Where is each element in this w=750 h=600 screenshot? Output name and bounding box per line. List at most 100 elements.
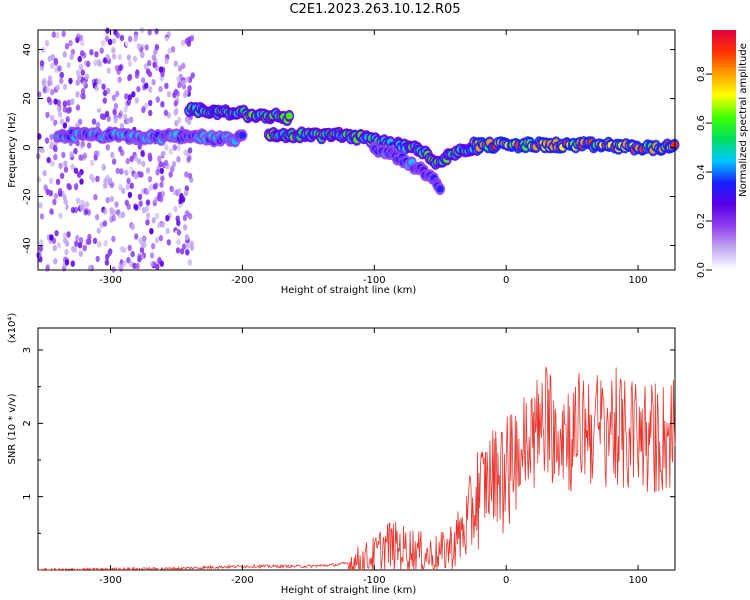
heatmap-cell [112,108,117,116]
heatmap-cell [45,111,50,119]
heatmap-cell [50,114,55,122]
heatmap-cell [53,192,59,200]
heatmap-cell [114,201,119,208]
heatmap-cell [111,215,117,222]
heatmap-cell [63,198,68,206]
heatmap-cell [110,151,115,159]
heatmap-cell [147,59,152,67]
heatmap-cell [149,228,154,235]
heatmap-cell [53,153,58,161]
heatmap-cell [118,263,123,270]
heatmap-cell [38,202,43,209]
heatmap-cell [50,160,55,167]
heatmap-cell [126,203,131,210]
heatmap-cell [64,248,69,256]
heatmap-cell [152,61,157,68]
heatmap-cell [58,212,63,219]
heatmap-cell [128,260,134,267]
heatmap-cell [165,215,170,222]
heatmap-cell [190,72,195,79]
spectrogram-x-label: Height of straight line (km) [281,285,417,296]
heatmap-cell [39,213,45,220]
heatmap-cell [127,74,132,82]
heatmap-cell [125,183,130,191]
heatmap-cell [123,106,128,113]
heatmap-cell [126,54,132,61]
heatmap-cell [158,66,164,73]
heatmap-cell [86,60,91,68]
heatmap-cell [57,65,62,72]
heatmap-cell [151,54,157,61]
heatmap-cell [147,70,153,78]
heatmap-cell [144,102,149,110]
heatmap-cell [168,148,173,155]
colorbar-tick-label: 0.2 [696,213,707,229]
heatmap-cell [142,235,147,242]
heatmap-cell [154,212,160,220]
heatmap-cell [119,237,124,244]
heatmap-cell [157,155,162,162]
heatmap-cell [145,188,150,195]
heatmap-cell [86,142,92,149]
heatmap-cell [66,61,71,69]
heatmap-cell [58,162,63,169]
heatmap-cell [164,82,169,90]
heatmap-cell [67,106,72,114]
heatmap-cell [170,46,176,53]
heatmap-cell [78,154,83,161]
heatmap-cell [62,106,68,113]
heatmap-cell [125,157,130,165]
heatmap-cell [151,242,156,250]
heatmap-cell [182,214,188,222]
heatmap-cell [94,213,100,221]
snr-y-label: SNR (10 * v/v) [7,393,18,464]
heatmap-cell [147,176,153,183]
heatmap-cell [174,108,179,115]
heatmap-cell [49,234,54,241]
heatmap-cell [74,182,79,190]
heatmap-cell [52,244,57,252]
heatmap-cell [176,219,181,227]
heatmap-cell [48,190,53,197]
heatmap-cell [177,188,182,195]
heatmap-cell [68,39,73,47]
heatmap-cell [140,151,145,158]
heatmap-cell [48,177,54,184]
heatmap-cell [42,170,47,177]
heatmap-cell [38,146,43,153]
heatmap-cell [111,37,117,45]
heatmap-cell [176,144,181,152]
heatmap-cell [152,183,158,190]
heatmap-cell [59,118,65,125]
heatmap-cell [113,103,119,110]
heatmap-cell [61,30,66,38]
heatmap-cell [83,209,88,216]
heatmap-cell [139,171,144,178]
heatmap-cell [130,250,135,258]
heatmap-cell [74,240,79,247]
heatmap-cell [164,57,169,65]
heatmap-cell [117,112,123,119]
heatmap-cell [131,91,136,98]
snr-scale-label: (x10⁴) [7,313,18,344]
heatmap-cell [77,55,83,63]
heatmap-cell [46,96,52,104]
x-tick-label: -300 [99,275,122,286]
heatmap-cell [36,176,42,183]
spectrogram-y-label: Frequency (Hz) [7,112,18,188]
heatmap-cell [42,77,47,84]
heatmap-cell [55,31,60,39]
heatmap-cell [157,191,162,198]
heatmap-cell [62,203,67,211]
heatmap-cell [166,239,171,246]
heatmap-cell [186,156,191,164]
heatmap-cell [59,71,65,79]
heatmap-cell [84,201,90,208]
heatmap-cell [138,200,143,207]
heatmap-cell [55,178,61,186]
heatmap-cell [107,38,113,46]
heatmap-cell [184,171,189,178]
heatmap-cell [185,242,190,250]
heatmap-cell [91,118,97,125]
heatmap-cell [161,150,166,157]
